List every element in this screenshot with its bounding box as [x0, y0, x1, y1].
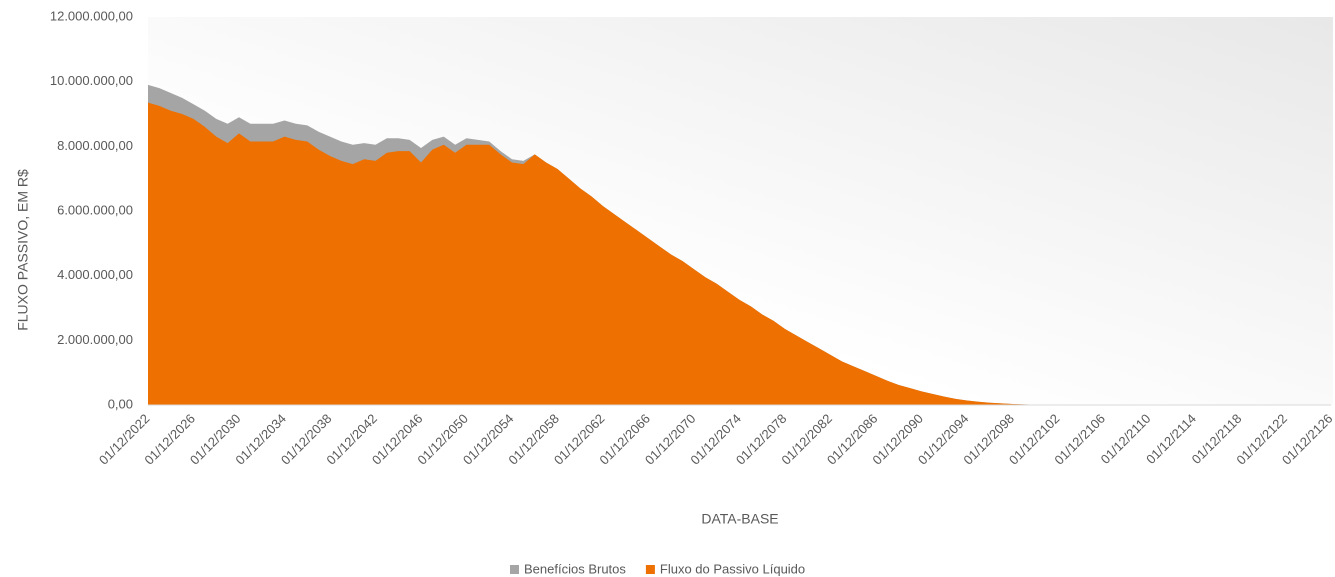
legend-swatch — [645, 565, 655, 574]
y-tick-label: 10.000.000,00 — [50, 73, 133, 88]
legend-swatch — [510, 565, 519, 574]
legend-label: Fluxo do Passivo Líquido — [660, 561, 805, 576]
y-tick-label: 0,00 — [108, 396, 133, 411]
area — [148, 102, 1331, 405]
y-tick-label: 2.000.000,00 — [57, 332, 133, 347]
y-axis-title: FLUXO PASSIVO, EM R$ — [15, 169, 31, 331]
legend-label: Benefícios Brutos — [524, 561, 626, 576]
y-tick-label: 6.000.000,00 — [57, 202, 133, 217]
x-axis-title: DATA-BASE — [701, 511, 778, 527]
y-tick-label: 12.000.000,00 — [50, 8, 133, 23]
y-tick-label: 8.000.000,00 — [57, 138, 133, 153]
y-tick-label: 4.000.000,00 — [57, 267, 133, 282]
